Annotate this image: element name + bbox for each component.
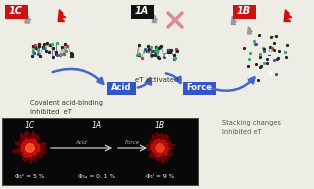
FancyBboxPatch shape bbox=[182, 81, 215, 94]
Polygon shape bbox=[20, 139, 40, 157]
FancyBboxPatch shape bbox=[232, 5, 256, 19]
Text: Φ₁ᶜ = 5 %: Φ₁ᶜ = 5 % bbox=[15, 174, 45, 178]
FancyBboxPatch shape bbox=[4, 5, 28, 19]
Text: 1C: 1C bbox=[9, 6, 23, 16]
Text: 1C: 1C bbox=[25, 122, 35, 130]
Text: 1B: 1B bbox=[237, 6, 251, 16]
Text: eT activated: eT activated bbox=[135, 77, 179, 83]
Text: 1B: 1B bbox=[155, 122, 165, 130]
Text: 1A: 1A bbox=[92, 122, 102, 130]
Text: Covalent acid-binding
inhibited  eT: Covalent acid-binding inhibited eT bbox=[30, 100, 103, 115]
Polygon shape bbox=[151, 139, 169, 157]
Text: Force: Force bbox=[186, 84, 212, 92]
Polygon shape bbox=[248, 27, 252, 34]
Text: Φ₁ⁱ = 9 %: Φ₁ⁱ = 9 % bbox=[146, 174, 174, 178]
FancyBboxPatch shape bbox=[2, 118, 198, 185]
Text: Stacking changes
inhibited eT: Stacking changes inhibited eT bbox=[222, 120, 281, 135]
Text: Force: Force bbox=[125, 140, 140, 146]
FancyBboxPatch shape bbox=[106, 81, 136, 94]
Polygon shape bbox=[58, 10, 66, 22]
Text: 1A: 1A bbox=[135, 6, 149, 16]
Polygon shape bbox=[145, 132, 176, 163]
Polygon shape bbox=[25, 14, 31, 23]
Text: Acid: Acid bbox=[76, 140, 87, 146]
Polygon shape bbox=[13, 131, 46, 164]
Polygon shape bbox=[231, 16, 237, 25]
Text: Acid: Acid bbox=[111, 84, 131, 92]
FancyBboxPatch shape bbox=[131, 5, 154, 19]
Polygon shape bbox=[156, 144, 164, 152]
Polygon shape bbox=[152, 14, 158, 22]
Polygon shape bbox=[25, 143, 35, 152]
Text: Φ₁ₐ = 0. 1 %: Φ₁ₐ = 0. 1 % bbox=[78, 174, 116, 178]
Polygon shape bbox=[284, 10, 292, 22]
